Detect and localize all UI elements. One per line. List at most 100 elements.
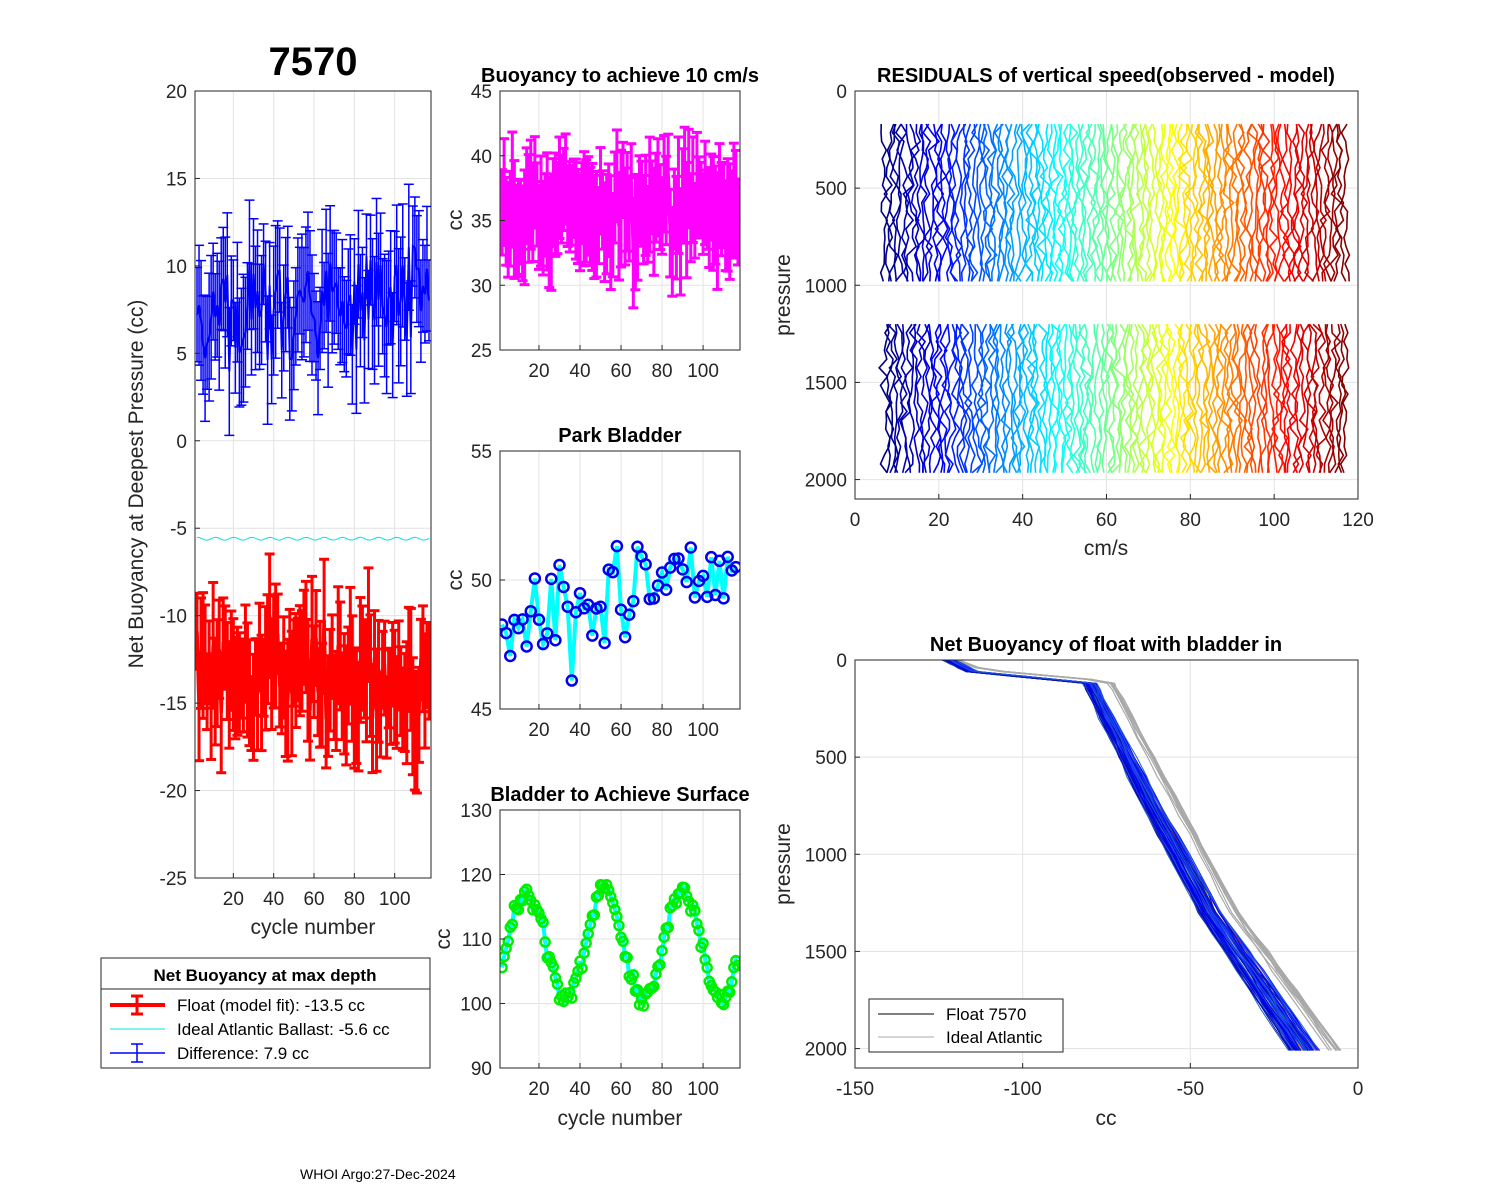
- park-bladder-marker: [500, 626, 513, 640]
- residual-profile: [1197, 323, 1211, 474]
- surface-bladder-marker: [588, 909, 601, 921]
- residual-profile: [1322, 123, 1334, 282]
- y-tick-label: 5: [176, 344, 187, 365]
- surface-bladder-marker: [689, 904, 701, 917]
- residual-profile: [1221, 123, 1235, 282]
- surface-bladder-marker: [701, 961, 713, 974]
- park-bladder-marker: [565, 674, 579, 687]
- residual-profile: [1296, 323, 1309, 474]
- residual-profile: [1057, 123, 1068, 282]
- residual-profile: [1015, 123, 1028, 282]
- surface-bladder-marker: [578, 947, 590, 959]
- surface-bladder-marker: [656, 944, 668, 957]
- residual-profile: [1213, 123, 1225, 282]
- legend-swatch-float: [110, 994, 165, 1016]
- park-bladder-marker: [606, 565, 620, 579]
- surface-bladder-marker: [592, 889, 605, 902]
- y-tick-label: -25: [160, 869, 187, 890]
- x-tick-label: 80: [1180, 510, 1201, 531]
- residual-profile: [1265, 324, 1276, 473]
- x-tick-label: 20: [528, 1079, 549, 1100]
- surface-bladder-marker: [726, 976, 738, 988]
- surface-bladder-marker: [621, 951, 633, 964]
- y-tick-label: 45: [471, 700, 492, 721]
- x-tick-label: 100: [687, 1079, 719, 1100]
- park-bladder-marker: [729, 560, 740, 574]
- residual-profile: [1119, 123, 1132, 282]
- surface-bladder-marker: [607, 897, 619, 909]
- residual-profile: [954, 123, 967, 282]
- residual-profile: [1260, 323, 1269, 473]
- residual-profile: [1105, 123, 1118, 282]
- residual-profile: [1219, 323, 1232, 473]
- residual-profile: [1134, 123, 1146, 282]
- axes-box: [194, 90, 432, 879]
- residual-profile: [1182, 323, 1195, 474]
- residual-profile: [1099, 123, 1110, 282]
- legend-title: Net Buoyancy at max depth: [154, 966, 377, 985]
- residual-profile: [929, 323, 942, 474]
- residual-profile: [887, 323, 900, 474]
- residual-profile: [968, 123, 982, 282]
- residual-profile: [1000, 323, 1013, 474]
- residual-profile: [980, 123, 994, 282]
- park-bladder-marker: [532, 613, 546, 626]
- legend-box: [868, 998, 1064, 1053]
- residual-profile: [1194, 123, 1208, 282]
- residual-profile: [1175, 324, 1185, 473]
- chart-title: RESIDUALS of vertical speed(observed - m…: [877, 65, 1335, 87]
- surface-bladder-marker: [506, 918, 519, 931]
- residual-profile: [1025, 323, 1038, 473]
- x-tick-label: 80: [344, 889, 365, 910]
- surface-bladder-marker: [609, 903, 621, 916]
- surface-bladder-marker: [654, 959, 666, 971]
- residual-profile: [1062, 323, 1075, 474]
- residual-profile: [1006, 323, 1016, 473]
- residual-profile: [1234, 123, 1246, 282]
- y-tick-label: 20: [166, 82, 187, 103]
- residual-profile: [1211, 323, 1220, 474]
- ticks: 20 40 60 80 100 90 100 110 120 130: [460, 801, 719, 1100]
- series-2-line: [196, 244, 430, 372]
- park-bladder-marker: [516, 613, 529, 626]
- residual-profile: [1273, 123, 1282, 282]
- residual-profile: [1319, 123, 1331, 282]
- residual-profile: [1301, 323, 1312, 474]
- bladder-surface-chart: 20 40 60 80 100 90 100 110 120 130 Bladder to Ach…: [432, 784, 750, 1130]
- x-tick-label: 60: [610, 361, 631, 382]
- park-bladder-marker: [680, 575, 693, 589]
- residual-profile: [928, 324, 938, 473]
- y-axis-label: Net Buoyancy at Deepest Pressure (cc): [125, 300, 148, 669]
- park-bladder-marker: [721, 550, 734, 564]
- residual-profile: [1027, 123, 1041, 282]
- residual-profile: [1253, 123, 1265, 282]
- residual-profile: [970, 324, 984, 474]
- residual-profile: [1008, 123, 1020, 282]
- surface-bladder-marker: [512, 903, 525, 916]
- plot-area: [195, 91, 431, 878]
- residual-profile: [1226, 323, 1237, 473]
- surface-bladder-marker: [646, 982, 658, 994]
- surface-bladder-marker: [533, 907, 545, 919]
- x-tick-label: 60: [610, 1079, 631, 1100]
- park-bladder-marker: [647, 592, 661, 605]
- surface-bladder-marker: [570, 972, 582, 984]
- y-tick-label: -15: [160, 694, 187, 715]
- legend-entry-ideal: Ideal Atlantic Ballast: -5.6 cc: [177, 1020, 390, 1039]
- ticks: 20 40 60 80 100 25 30 35 40 45: [471, 82, 719, 382]
- residual-profile: [1253, 324, 1263, 473]
- surface-bladder-marker: [576, 962, 588, 975]
- residual-profile: [997, 123, 1008, 282]
- residual-profile: [922, 123, 934, 282]
- y-tick-label: 500: [815, 179, 847, 200]
- residual-profile: [1014, 123, 1023, 282]
- surface-bladder-marker: [547, 961, 560, 973]
- residual-profile: [1288, 324, 1300, 474]
- residual-profile: [1237, 123, 1248, 282]
- surface-bladder-marker: [697, 937, 709, 950]
- residual-profile: [1223, 323, 1234, 474]
- chart-title: 7570: [269, 40, 358, 84]
- park-bladder-marker: [545, 572, 558, 586]
- series-layer: [878, 123, 1351, 474]
- y-tick-label: 1500: [805, 942, 847, 963]
